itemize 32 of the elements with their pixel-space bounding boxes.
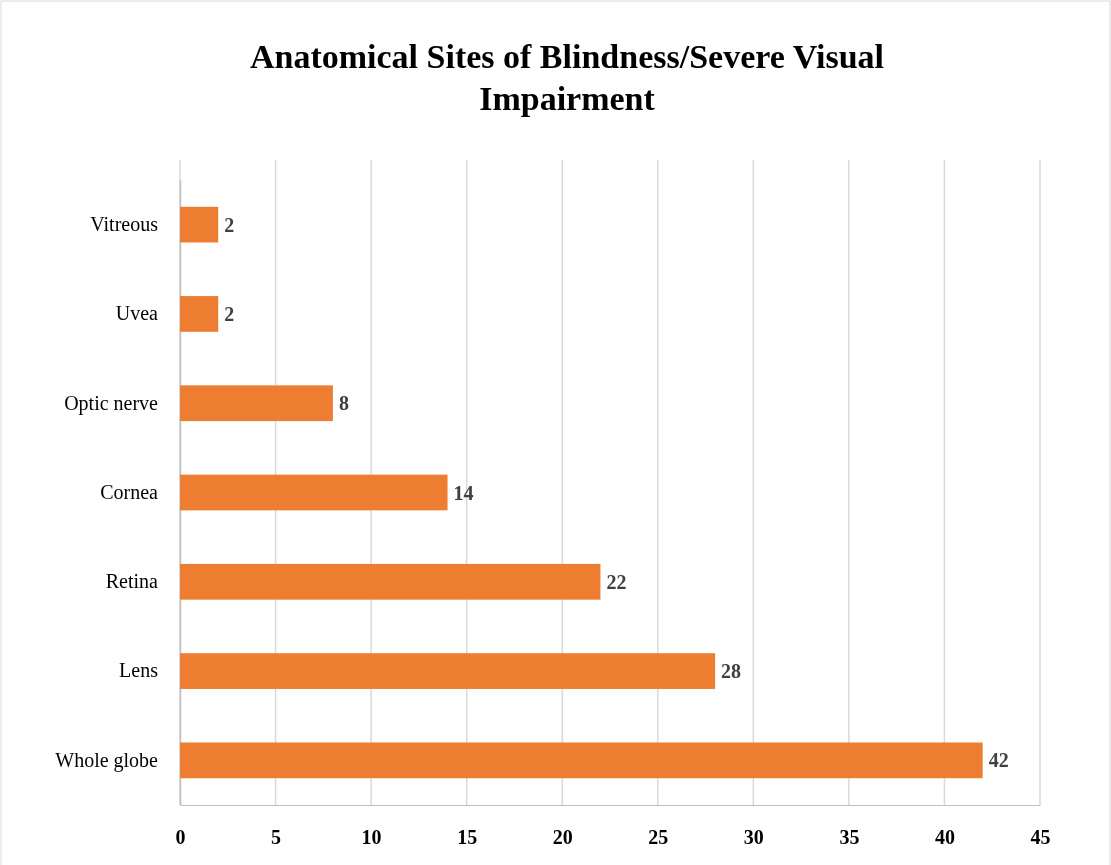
chart-title: Anatomical Sites of Blindness/Severe Visual Impairment [249,38,885,117]
y-tick-label: Optic nerve [64,391,159,415]
data-label: 22 [606,570,627,593]
x-tick-label: 5 [271,826,282,849]
x-tick-label: 15 [457,826,478,849]
y-tick-label: Retina [105,570,159,593]
x-tick-label: 45 [1030,826,1051,849]
bar [180,563,601,600]
x-tick-label: 30 [743,826,764,849]
bar [180,653,716,689]
y-tick-label: Cornea [100,480,159,503]
y-tick-label: Lens [119,659,159,682]
data-label: 2 [224,213,235,236]
x-tick-label: 10 [361,826,382,849]
data-label: 8 [338,392,349,415]
bar [180,742,983,779]
x-tick-label: 40 [934,826,955,849]
data-label: 42 [988,749,1009,772]
y-tick-label: Whole globe [55,748,159,772]
bar [180,206,219,243]
y-tick-label: Vitreous [90,213,159,236]
bar [180,385,333,422]
bar [180,296,219,332]
data-label: 28 [721,660,742,683]
x-tick-label: 25 [648,826,669,849]
x-tick-label: 20 [552,826,573,849]
x-tick-label: 35 [839,826,860,849]
data-label: 2 [224,302,235,325]
x-tick-label: 0 [175,826,186,849]
bar [180,474,448,511]
data-label: 14 [453,481,474,504]
y-tick-label: Uvea [115,302,159,325]
